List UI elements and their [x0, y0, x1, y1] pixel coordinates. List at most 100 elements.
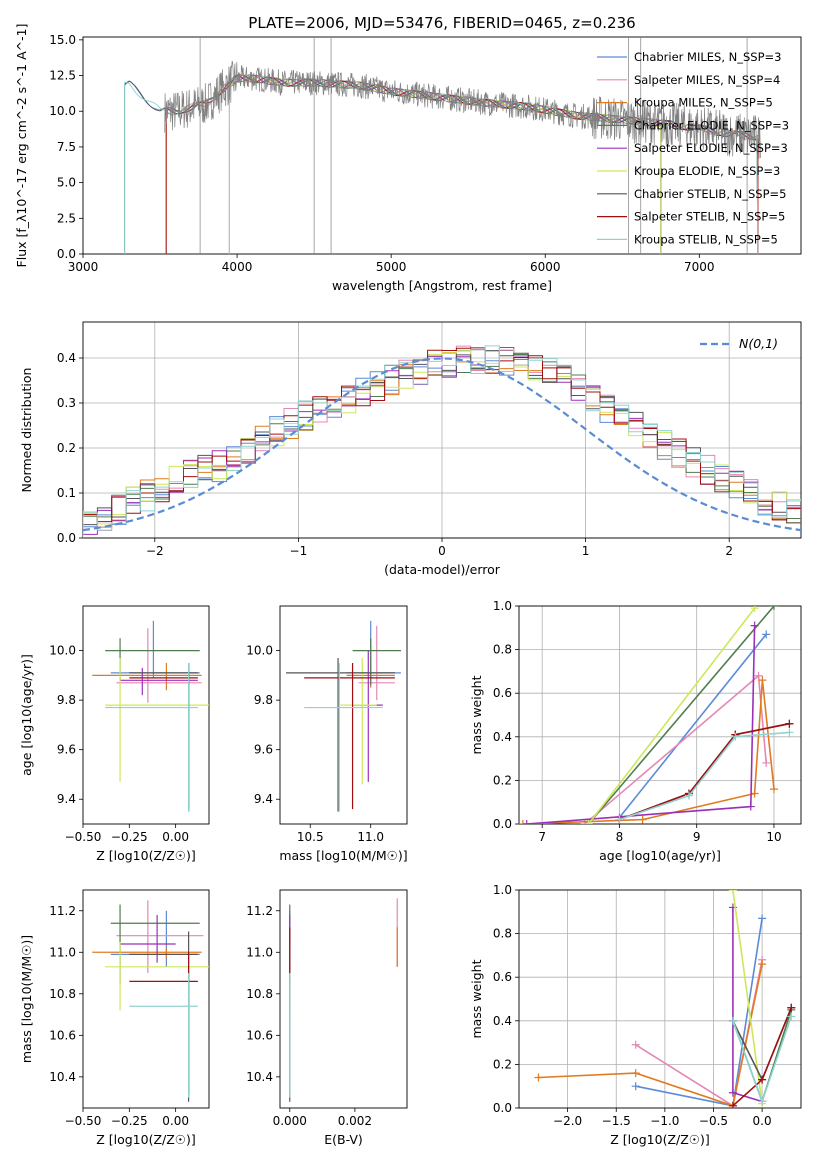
- y-axis-label: age [log10(age/yr)]: [19, 654, 34, 776]
- axes-frame: [279, 605, 408, 825]
- y-tick-label: 9.8: [254, 693, 273, 707]
- mass-weight-marker: [631, 1040, 640, 1049]
- y-tick-label: 9.4: [254, 792, 273, 806]
- y-tick-label: 10.6: [49, 1028, 76, 1042]
- mass-weight-marker: [631, 1069, 640, 1078]
- x-tick-label: 11.0: [357, 830, 384, 844]
- x-tick-label: 0.002: [338, 1114, 372, 1128]
- x-tick-label: 0.000: [273, 1114, 307, 1128]
- y-tick-label: 11.2: [246, 904, 273, 918]
- y-tick-label: 0.0: [57, 531, 76, 545]
- weight_vs_age-panel: 7 8 9 10 0.0 0.2 0.4 0.6 0.8 1.0 age [log10(age/yr…: [469, 599, 802, 863]
- x-tick-label: 4000: [222, 260, 253, 274]
- axes-frame: [518, 605, 802, 825]
- legend-label: Kroupa MILES, N_SSP=5: [634, 96, 773, 110]
- axes-frame: [82, 889, 210, 1109]
- y-tick-label: 10.6: [246, 1028, 273, 1042]
- y-axis-label: mass weight: [469, 959, 484, 1038]
- y-tick-label: 0.2: [493, 773, 512, 787]
- x-tick-label: 0.0: [753, 1114, 772, 1128]
- y-tick-label: 9.4: [57, 792, 76, 806]
- mass-weight-line: [538, 963, 763, 1107]
- legend-label: Chabrier STELIB, N_SSP=5: [634, 187, 786, 201]
- mass-weight-marker: [787, 1003, 796, 1012]
- residual-histogram: [83, 345, 801, 538]
- x-tick-label: −1.0: [650, 1114, 679, 1128]
- axes-frame: [279, 889, 408, 1109]
- y-tick-label: 1.0: [493, 883, 512, 897]
- mass-weight-marker: [638, 815, 647, 824]
- y-tick-label: 10.8: [246, 987, 273, 1001]
- mass-weight-marker: [758, 1075, 767, 1084]
- mass-weight-marker: [731, 732, 740, 741]
- mass-weight-line: [526, 625, 756, 824]
- x-tick-label: 6000: [530, 260, 561, 274]
- x-tick-label: 2: [725, 544, 733, 558]
- x-tick-label: 7: [538, 830, 546, 844]
- y-tick-label: 10.0: [49, 644, 76, 658]
- legend-label: Chabrier MILES, N_SSP=3: [634, 50, 781, 64]
- mass-weight-marker: [758, 914, 767, 923]
- x-axis-label: Z [log10(Z/Z☉)]: [96, 848, 196, 863]
- legend-label: Salpeter MILES, N_SSP=4: [634, 73, 780, 87]
- axes-frame: [82, 605, 210, 825]
- observed-spectrum-line: [164, 60, 762, 159]
- y-tick-label: 0.1: [57, 486, 76, 500]
- mass-weight-line: [619, 731, 790, 821]
- spectrum-panel: 3000 4000 5000 6000 7000 0.0 2.5 5.0 7.5 10.0 12.5…: [14, 24, 802, 293]
- x-tick-label: 9: [693, 830, 701, 844]
- mass-weight-marker: [631, 1082, 640, 1091]
- y-axis-label: mass [log10(M/M☉)]: [19, 935, 34, 1063]
- x-axis-label: Z [log10(Z/Z☉)]: [610, 1132, 710, 1147]
- x-axis-label: wavelength [Angstrom, rest frame]: [332, 278, 552, 293]
- y-tick-label: 0.4: [493, 730, 512, 744]
- y-tick-label: 10.4: [49, 1070, 76, 1084]
- mass-weight-line: [619, 722, 790, 821]
- mass-weight-line: [587, 606, 775, 824]
- mass-weight-marker: [787, 1012, 796, 1021]
- mass-weight-marker: [754, 671, 763, 680]
- x-tick-label: −0.50: [65, 1114, 102, 1128]
- weight_vs_Z-panel: −2.0 −1.5 −1.0 −0.5 0.0 0.0 0.2 0.4 0.6 0.8 1.0 Z […: [469, 883, 802, 1147]
- x-tick-label: −0.5: [699, 1114, 728, 1128]
- x-tick-label: 10: [766, 830, 781, 844]
- y-tick-label: 10.0: [246, 644, 273, 658]
- mass-weight-marker: [769, 785, 778, 794]
- normal-curve: [82, 357, 802, 532]
- y-tick-label: 10.4: [246, 1070, 273, 1084]
- x-tick-label: −0.50: [65, 830, 102, 844]
- mass-weight-line: [618, 633, 767, 819]
- residual-histogram: [83, 350, 801, 538]
- mass-weight-marker: [728, 1016, 737, 1025]
- mass-weight-marker: [750, 606, 759, 613]
- mass-weight-marker: [758, 676, 767, 685]
- x-axis-label: E(B-V): [324, 1132, 363, 1147]
- mass-weight-line: [635, 959, 763, 1108]
- y-tick-label: 11.2: [49, 904, 76, 918]
- x-tick-label: 7000: [684, 260, 715, 274]
- x-tick-label: −2: [146, 544, 164, 558]
- x-tick-label: −1.5: [602, 1114, 631, 1128]
- y-tick-label: 0.0: [493, 1101, 512, 1115]
- plots: 3000 4000 5000 6000 70000.02.55.07.510.012.5…: [14, 24, 802, 1147]
- x-axis-label: (data-model)/error: [384, 562, 501, 577]
- y-tick-label: 0.0: [493, 817, 512, 831]
- y-tick-label: 10.0: [49, 104, 76, 118]
- mass-weight-line: [522, 680, 775, 824]
- y-tick-label: 0.6: [493, 970, 512, 984]
- mass-weight-line: [635, 918, 763, 1107]
- mass-weight-line: [587, 607, 756, 824]
- y-tick-label: 11.0: [246, 945, 273, 959]
- y-tick-label: 15.0: [49, 33, 76, 47]
- axes-frame: [82, 321, 802, 539]
- residuals-panel: −2 −1 0 1 2 0.0 0.1 0.2 0.3 0.4 (data-model)/error…: [19, 321, 802, 577]
- y-tick-label: 2.5: [57, 211, 76, 225]
- legend-label: Salpeter STELIB, N_SSP=5: [634, 210, 785, 224]
- legend-label: Kroupa ELODIE, N_SSP=3: [634, 164, 780, 178]
- legend-label: Salpeter ELODIE, N_SSP=3: [634, 141, 788, 155]
- mass-weight-marker: [534, 1073, 543, 1082]
- mass-weight-marker: [615, 815, 624, 824]
- x-tick-label: 8: [616, 830, 624, 844]
- y-tick-label: 10.8: [49, 987, 76, 1001]
